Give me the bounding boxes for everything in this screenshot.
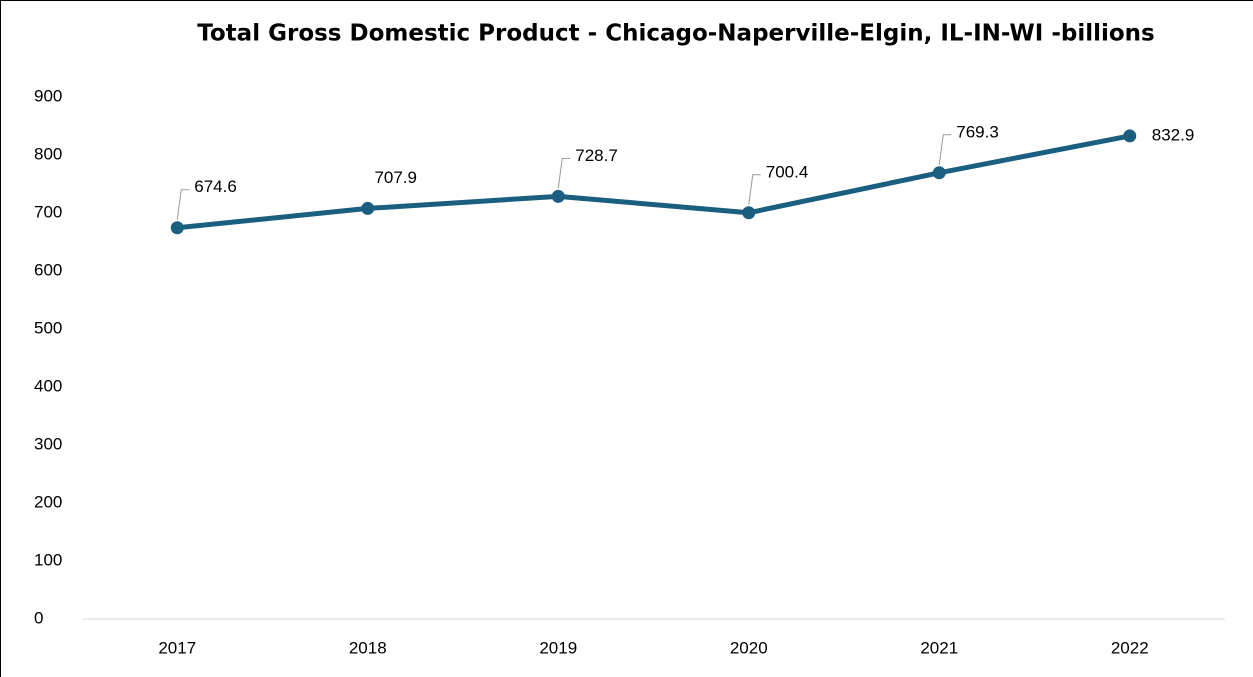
data-label: 728.7 <box>575 146 618 165</box>
x-tick-label: 2019 <box>539 638 577 657</box>
y-tick-label: 600 <box>34 260 62 279</box>
data-point <box>932 166 946 180</box>
y-tick-label: 0 <box>34 608 43 627</box>
data-label: 707.9 <box>374 168 417 187</box>
leader-line <box>748 174 761 205</box>
data-label: 674.6 <box>194 177 237 196</box>
series-line <box>176 133 1131 231</box>
y-tick-label: 500 <box>34 318 62 337</box>
y-tick-label: 800 <box>34 144 62 163</box>
y-tick-label: 400 <box>34 376 62 395</box>
data-point <box>551 189 565 203</box>
chart-title: Total Gross Domestic Product - Chicago-N… <box>197 21 1155 47</box>
data-label: 700.4 <box>766 162 809 181</box>
y-tick-label: 200 <box>34 492 62 511</box>
x-tick-label: 2020 <box>730 638 768 657</box>
x-tick-label: 2017 <box>158 638 196 657</box>
leader-line <box>938 134 952 165</box>
y-tick-label: 100 <box>34 550 62 569</box>
data-label: 832.9 <box>1152 125 1195 144</box>
leader-line <box>557 157 571 189</box>
data-point <box>742 206 756 220</box>
x-tick-label: 2018 <box>349 638 387 657</box>
data-point <box>1123 129 1137 143</box>
data-point <box>170 221 184 235</box>
y-tick-label: 700 <box>34 202 62 221</box>
leader-line <box>176 189 190 220</box>
y-tick-label: 900 <box>34 86 62 105</box>
y-tick-label: 300 <box>34 434 62 453</box>
x-tick-label: 2022 <box>1111 638 1149 657</box>
x-tick-label: 2021 <box>920 638 958 657</box>
data-point <box>361 201 375 215</box>
data-label: 769.3 <box>956 122 999 141</box>
